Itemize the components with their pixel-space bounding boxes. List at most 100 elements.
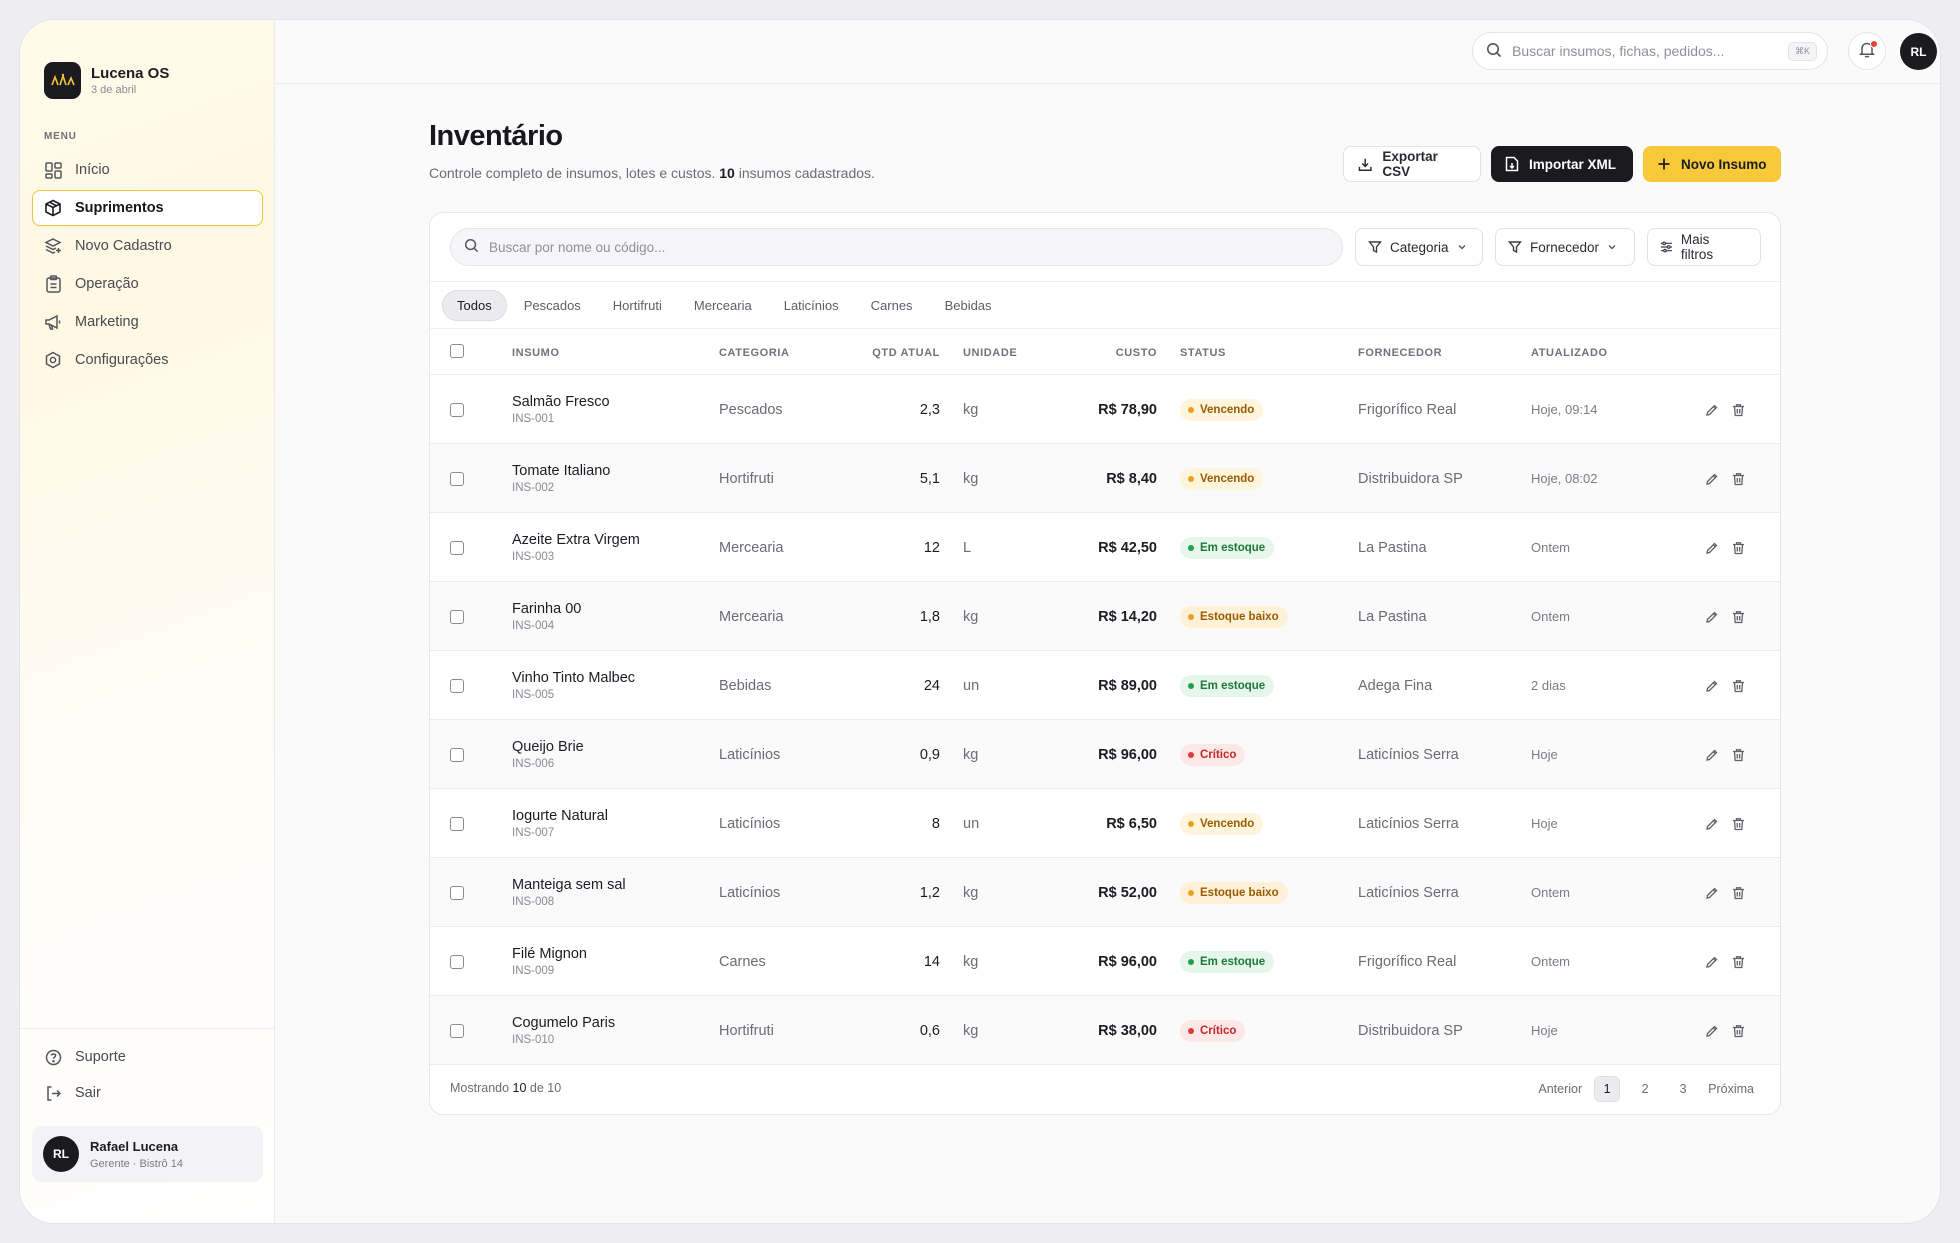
edit-icon[interactable] xyxy=(1705,610,1719,624)
next-page-button[interactable]: Próxima xyxy=(1708,1082,1754,1096)
edit-icon[interactable] xyxy=(1705,679,1719,693)
sidebar-item-novo-cadastro[interactable]: Novo Cadastro xyxy=(32,228,263,264)
user-card[interactable]: RL Rafael Lucena Gerente · Bistrô 14 xyxy=(32,1126,263,1182)
table-row[interactable]: Farinha 00 INS-004 Mercearia 1,8 kg R$ 1… xyxy=(430,582,1780,651)
row-checkbox[interactable] xyxy=(450,747,464,762)
more-filters-button[interactable]: Mais filtros xyxy=(1647,228,1761,266)
edit-icon[interactable] xyxy=(1705,1024,1719,1038)
trash-icon[interactable] xyxy=(1732,817,1745,831)
logout-link[interactable]: Sair xyxy=(32,1076,263,1110)
trash-icon[interactable] xyxy=(1732,610,1745,624)
table-row[interactable]: Manteiga sem sal INS-008 Laticínios 1,2 … xyxy=(430,858,1780,927)
category-filter[interactable]: Categoria xyxy=(1355,228,1483,266)
item-name[interactable]: Filé Mignon xyxy=(512,946,587,962)
tab-laticinios[interactable]: Laticínios xyxy=(783,298,839,313)
trash-icon[interactable] xyxy=(1732,679,1745,693)
edit-icon[interactable] xyxy=(1705,955,1719,969)
avatar[interactable]: RL xyxy=(1900,33,1937,70)
item-name[interactable]: Cogumelo Paris xyxy=(512,1015,616,1031)
item-name[interactable]: Manteiga sem sal xyxy=(512,877,626,893)
status-dot xyxy=(1188,1027,1194,1034)
page-button-2[interactable]: 2 xyxy=(1641,1082,1649,1096)
select-all-checkbox[interactable] xyxy=(450,344,464,358)
edit-icon[interactable] xyxy=(1705,541,1719,555)
column-header-fornecedor[interactable]: FORNECEDOR xyxy=(1358,347,1443,359)
column-header-atualizado[interactable]: ATUALIZADO xyxy=(1531,347,1608,359)
item-quantity: 2,3 xyxy=(919,401,940,418)
column-header-custo[interactable]: CUSTO xyxy=(1115,347,1157,359)
trash-icon[interactable] xyxy=(1732,403,1745,417)
row-checkbox[interactable] xyxy=(450,540,464,555)
page-button-3[interactable]: 3 xyxy=(1679,1082,1687,1096)
page-button-1[interactable]: 1 xyxy=(1594,1076,1621,1102)
item-updated: 2 dias xyxy=(1531,678,1566,693)
tab-bebidas[interactable]: Bebidas xyxy=(944,298,992,313)
supplier-filter[interactable]: Fornecedor xyxy=(1495,228,1635,266)
new-item-button[interactable]: Novo Insumo xyxy=(1643,146,1781,182)
row-checkbox[interactable] xyxy=(450,1023,464,1038)
tab-hortifruti[interactable]: Hortifruti xyxy=(612,298,662,313)
table-row[interactable]: Cogumelo Paris INS-010 Hortifruti 0,6 kg… xyxy=(430,996,1780,1065)
trash-icon[interactable] xyxy=(1732,748,1745,762)
sidebar-item-inicio[interactable]: Início xyxy=(32,152,263,188)
sidebar-item-suprimentos[interactable]: Suprimentos xyxy=(32,190,263,226)
row-checkbox[interactable] xyxy=(450,402,464,417)
import-xml-button[interactable]: Importar XML xyxy=(1491,146,1633,182)
tab-todos[interactable]: Todos xyxy=(442,290,507,321)
row-checkbox[interactable] xyxy=(450,609,464,624)
trash-icon[interactable] xyxy=(1732,472,1745,486)
column-header-status[interactable]: STATUS xyxy=(1180,347,1226,359)
column-header-unidade[interactable]: UNIDADE xyxy=(963,347,1018,359)
tab-carnes[interactable]: Carnes xyxy=(870,298,913,313)
logout-icon xyxy=(44,1084,62,1102)
global-search-input[interactable]: Buscar insumos, fichas, pedidos... xyxy=(1512,43,1725,59)
trash-icon[interactable] xyxy=(1732,955,1745,969)
edit-icon[interactable] xyxy=(1705,403,1719,417)
item-name[interactable]: Tomate Italiano xyxy=(512,463,611,479)
row-checkbox[interactable] xyxy=(450,816,464,831)
trash-icon[interactable] xyxy=(1732,1024,1745,1038)
edit-icon[interactable] xyxy=(1705,748,1719,762)
table-row[interactable]: Iogurte Natural INS-007 Laticínios 8 un … xyxy=(430,789,1780,858)
table-row[interactable]: Vinho Tinto Malbec INS-005 Bebidas 24 un… xyxy=(430,651,1780,720)
row-checkbox[interactable] xyxy=(450,954,464,969)
sidebar-item-marketing[interactable]: Marketing xyxy=(32,304,263,340)
tab-pescados[interactable]: Pescados xyxy=(523,298,581,313)
row-checkbox[interactable] xyxy=(450,471,464,486)
table-row[interactable]: Queijo Brie INS-006 Laticínios 0,9 kg R$… xyxy=(430,720,1780,789)
item-name[interactable]: Salmão Fresco xyxy=(512,394,610,410)
sidebar-item-configuracoes[interactable]: Configurações xyxy=(32,342,263,378)
row-checkbox[interactable] xyxy=(450,885,464,900)
brand[interactable]: Lucena OS 3 de abril xyxy=(44,62,169,99)
global-search[interactable]: Buscar insumos, fichas, pedidos... ⌘K xyxy=(1472,32,1828,70)
table-search[interactable]: Buscar por nome ou código... xyxy=(450,228,1343,266)
tab-mercearia[interactable]: Mercearia xyxy=(693,298,752,313)
sidebar-item-operacao[interactable]: Operação xyxy=(32,266,263,302)
previous-page-button[interactable]: Anterior xyxy=(1538,1082,1583,1096)
trash-icon[interactable] xyxy=(1732,886,1745,900)
column-header-insumo[interactable]: INSUMO xyxy=(512,347,560,359)
edit-icon[interactable] xyxy=(1705,472,1719,486)
table-row[interactable]: Tomate Italiano INS-002 Hortifruti 5,1 k… xyxy=(430,444,1780,513)
export-csv-button[interactable]: Exportar CSV xyxy=(1343,146,1481,182)
item-name[interactable]: Farinha 00 xyxy=(512,601,582,617)
table-row[interactable]: Salmão Fresco INS-001 Pescados 2,3 kg R$… xyxy=(430,375,1780,444)
item-name[interactable]: Vinho Tinto Malbec xyxy=(512,670,636,686)
row-checkbox[interactable] xyxy=(450,678,464,693)
edit-icon[interactable] xyxy=(1705,817,1719,831)
notifications-button[interactable] xyxy=(1848,32,1886,70)
table-search-input[interactable]: Buscar por nome ou código... xyxy=(489,239,666,255)
item-name[interactable]: Iogurte Natural xyxy=(512,808,608,824)
item-quantity: 5,1 xyxy=(919,470,940,487)
column-header-qtd[interactable]: QTD ATUAL xyxy=(872,347,940,359)
table-row[interactable]: Azeite Extra Virgem INS-003 Mercearia 12… xyxy=(430,513,1780,582)
item-name[interactable]: Azeite Extra Virgem xyxy=(512,532,640,548)
item-cell: Vinho Tinto Malbec INS-005 xyxy=(512,651,635,720)
column-header-categoria[interactable]: CATEGORIA xyxy=(719,347,790,359)
edit-icon[interactable] xyxy=(1705,886,1719,900)
item-name[interactable]: Queijo Brie xyxy=(512,739,584,755)
item-supplier: La Pastina xyxy=(1358,539,1427,556)
trash-icon[interactable] xyxy=(1732,541,1745,555)
table-row[interactable]: Filé Mignon INS-009 Carnes 14 kg R$ 96,0… xyxy=(430,927,1780,996)
support-link[interactable]: Suporte xyxy=(32,1040,263,1074)
